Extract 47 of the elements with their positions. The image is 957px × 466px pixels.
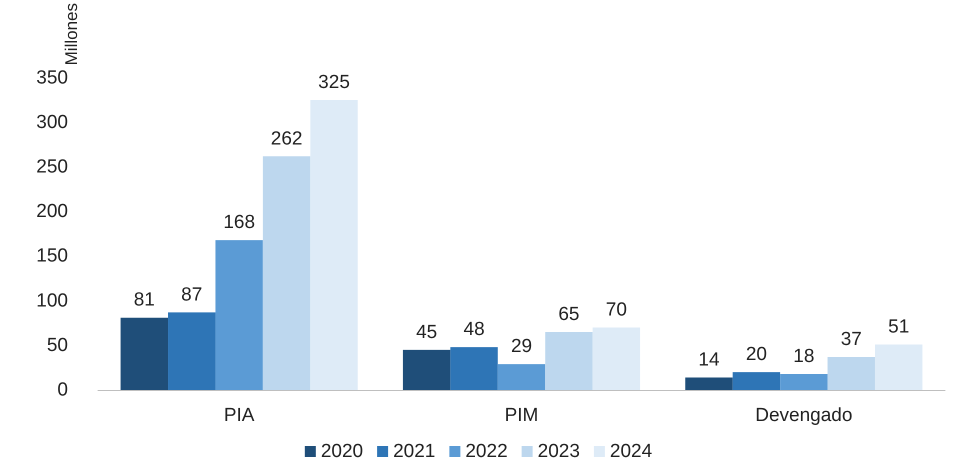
data-label: 87 (181, 284, 202, 306)
bar (498, 364, 546, 390)
data-label: 51 (888, 316, 910, 338)
bar (685, 378, 733, 390)
bar (828, 356, 875, 390)
x-tick-label: PIM (504, 405, 538, 426)
bar (262, 156, 310, 390)
y-tick-label: 300 (36, 112, 68, 133)
data-label: 29 (510, 336, 532, 358)
data-label: 81 (134, 290, 155, 311)
legend-label: 2024 (610, 441, 653, 462)
data-label: 70 (606, 300, 627, 321)
legend-label: 2022 (465, 441, 508, 462)
bar (450, 347, 498, 390)
y-tick-label: 50 (46, 334, 68, 356)
y-tick-label: 350 (36, 67, 68, 88)
data-label: 45 (416, 322, 438, 343)
data-label: 262 (270, 128, 302, 150)
y-tick-label: 0 (57, 380, 68, 400)
bar (215, 240, 263, 390)
legend-label: 2023 (538, 441, 580, 462)
y-tick-label: 250 (36, 156, 68, 178)
data-label: 18 (793, 346, 814, 367)
data-label: 325 (318, 72, 350, 94)
y-tick-label: 150 (36, 246, 68, 267)
bar (168, 312, 216, 390)
y-tick-label: 200 (36, 201, 68, 222)
bar (310, 100, 358, 390)
bar (592, 328, 640, 390)
bar (402, 350, 450, 390)
bar (780, 374, 828, 390)
data-label: 168 (223, 212, 256, 234)
bar (732, 372, 780, 390)
bar (120, 318, 168, 390)
bar (545, 332, 593, 390)
data-label: 14 (698, 350, 720, 371)
y-tick-label: 100 (36, 290, 68, 312)
x-tick-label: PIA (224, 405, 255, 426)
bar (874, 344, 922, 390)
data-label: 20 (746, 344, 767, 366)
data-label: 37 (840, 328, 862, 350)
y-axis-title: Millones (62, 3, 81, 66)
data-label: 48 (464, 319, 485, 340)
legend-label: 2021 (393, 441, 436, 462)
data-label: 65 (558, 304, 580, 326)
x-tick-label: Devengado (755, 405, 852, 426)
legend-label: 2020 (320, 441, 364, 462)
